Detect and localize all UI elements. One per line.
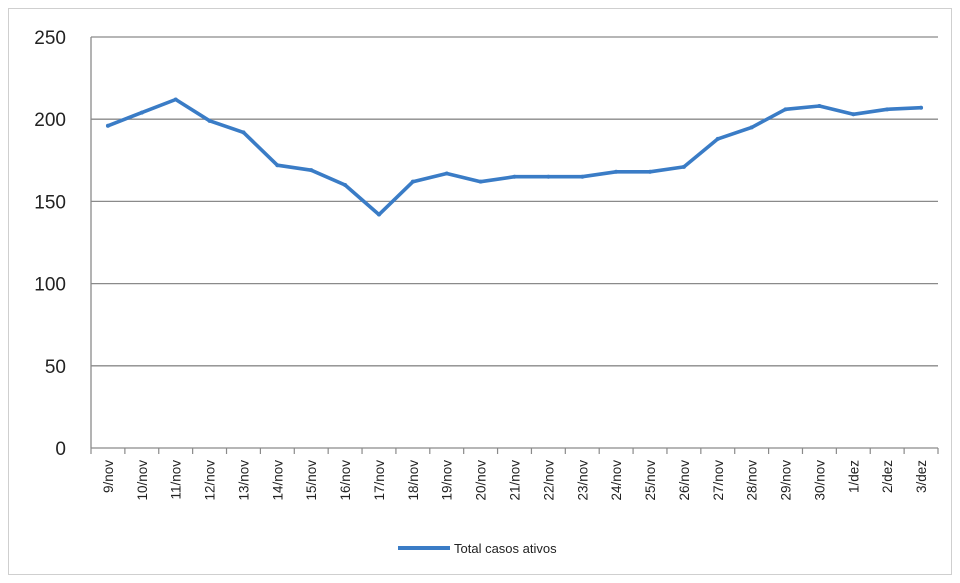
x-tick-label: 23/nov	[575, 460, 590, 501]
data-point	[817, 104, 822, 109]
data-point	[207, 118, 212, 123]
y-tick-label: 100	[34, 275, 66, 296]
gridlines	[91, 36, 938, 367]
data-point	[139, 110, 144, 115]
data-point	[241, 130, 246, 135]
x-tick-label: 20/nov	[474, 460, 489, 501]
x-tick-label: 15/nov	[304, 460, 319, 501]
y-tick-label: 0	[55, 439, 66, 460]
data-point	[343, 182, 348, 187]
legend-label: Total casos ativos	[454, 541, 557, 556]
data-point	[410, 179, 415, 184]
data-point	[546, 174, 551, 179]
data-point	[309, 168, 314, 173]
x-tick-label: 24/nov	[609, 460, 624, 501]
series-line-total-casos-ativos	[106, 97, 923, 217]
x-tick-label: 11/nov	[169, 460, 184, 500]
x-tick-label: 29/nov	[779, 460, 794, 501]
data-point	[512, 174, 517, 179]
y-tick-label: 50	[45, 357, 66, 378]
x-tick-label: 3/dez	[914, 460, 929, 493]
data-point	[478, 179, 483, 184]
data-point	[173, 97, 178, 102]
data-point	[919, 105, 924, 110]
data-point	[885, 107, 890, 112]
data-point	[851, 112, 856, 117]
data-point	[376, 212, 381, 217]
x-tick-label: 10/nov	[135, 460, 150, 501]
y-tick-label: 250	[34, 28, 66, 49]
data-point	[275, 163, 280, 168]
data-point	[715, 136, 720, 141]
legend: Total casos ativos	[398, 541, 557, 556]
x-tick-label: 14/nov	[270, 460, 285, 501]
x-tick-label: 28/nov	[745, 460, 760, 501]
x-tick-labels: 9/nov 10/nov 11/nov 12/nov 13/nov 14/nov 15/no…	[101, 460, 929, 501]
x-tick-label: 18/nov	[406, 460, 421, 501]
axes	[90, 37, 939, 454]
x-tick-label: 25/nov	[643, 460, 658, 501]
x-tick-label: 21/nov	[508, 460, 523, 501]
series-layer	[105, 97, 924, 217]
y-tick-labels: 0 50 100 150 200 250	[34, 28, 66, 460]
data-point	[580, 174, 585, 179]
x-tick-label: 22/nov	[541, 460, 556, 501]
y-tick-label: 150	[34, 192, 66, 213]
x-tick-label: 30/nov	[812, 460, 827, 501]
data-point	[648, 169, 653, 174]
x-tick-label: 2/dez	[880, 460, 895, 493]
x-tick-label: 26/nov	[677, 460, 692, 501]
y-tick-label: 200	[34, 110, 66, 131]
data-point	[749, 125, 754, 130]
x-tick-label: 9/nov	[101, 460, 116, 493]
data-point	[105, 123, 110, 128]
x-tick-label: 12/nov	[203, 460, 218, 501]
data-point	[614, 169, 619, 174]
data-point	[681, 164, 686, 169]
x-tick-label: 17/nov	[372, 460, 387, 501]
x-tick-label: 13/nov	[236, 460, 251, 501]
data-point	[444, 171, 449, 176]
data-point	[783, 107, 788, 112]
x-tick-label: 1/dez	[846, 460, 861, 493]
x-tick-label: 19/nov	[440, 460, 455, 501]
x-tick-label: 16/nov	[338, 460, 353, 501]
x-tick-label: 27/nov	[711, 460, 726, 501]
